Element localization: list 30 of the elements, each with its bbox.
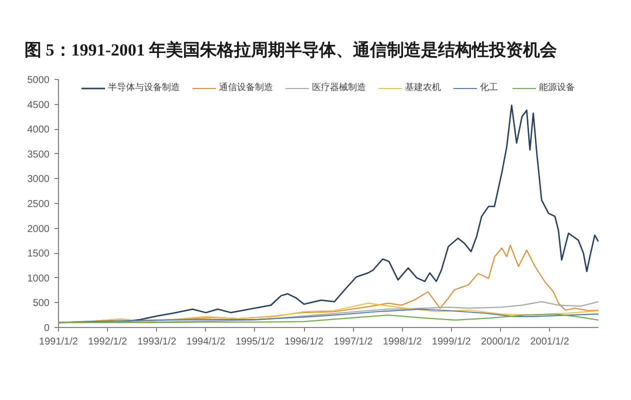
y-tick-label: 1500 <box>27 248 50 260</box>
y-tick-label: 4500 <box>27 100 50 111</box>
x-tick-label: 2001/1/2 <box>530 336 570 348</box>
y-tick-label: 3500 <box>27 149 50 160</box>
x-tick-label: 1992/1/2 <box>88 336 128 348</box>
x-tick-label: 1998/1/2 <box>382 336 422 348</box>
y-tick-label: 4000 <box>27 124 50 136</box>
legend-label: 能源设备 <box>539 81 575 94</box>
y-tick-label: 0 <box>44 323 50 334</box>
chart-title: 图 5：1991-2001 年美国朱格拉周期半导体、通信制造是结构性投资机会 <box>24 40 558 60</box>
y-tick-label: 2500 <box>27 199 50 210</box>
x-tick-label: 2000/1/2 <box>481 336 520 348</box>
y-tick-label: 5000 <box>27 75 50 86</box>
y-tick-label: 1000 <box>27 273 50 284</box>
x-tick-label: 1993/1/2 <box>137 336 177 348</box>
x-tick-label: 1991/1/2 <box>39 336 78 348</box>
legend-label: 化工 <box>480 81 499 94</box>
x-tick-label: 1997/1/2 <box>334 336 374 348</box>
y-tick-label: 500 <box>32 298 50 310</box>
x-tick-label: 1999/1/2 <box>432 336 472 348</box>
x-tick-label: 1996/1/2 <box>284 336 324 348</box>
legend-label: 基建农机 <box>405 81 441 94</box>
line-series <box>58 314 598 324</box>
x-tick-label: 1995/1/2 <box>235 336 275 348</box>
y-tick-label: 3000 <box>27 174 50 186</box>
x-tick-label: 1994/1/2 <box>186 336 226 348</box>
legend-label: 通信设备制造 <box>219 81 273 94</box>
legend-label: 半导体与设备制造 <box>108 81 180 94</box>
legend-label: 医疗器械制造 <box>312 81 366 94</box>
y-tick-label: 2000 <box>27 224 50 235</box>
